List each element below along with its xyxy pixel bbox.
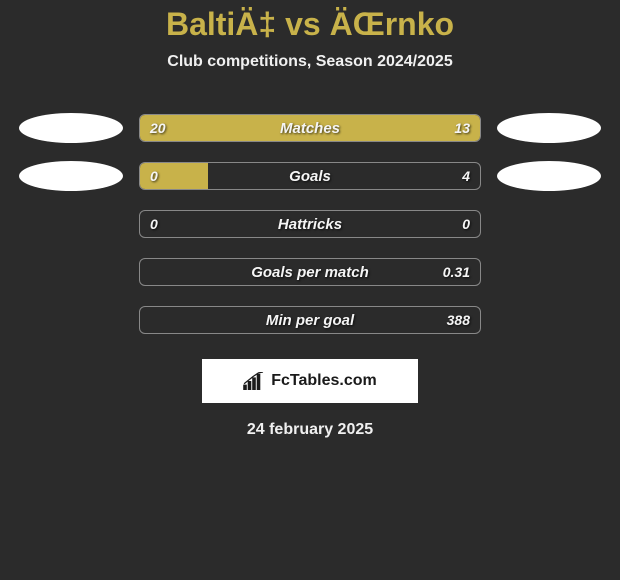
stat-right-value: 13 — [454, 115, 470, 141]
stat-row: 0 Goals 4 — [0, 161, 620, 191]
stat-bar: Goals per match 0.31 — [139, 258, 481, 286]
date-line: 24 february 2025 — [247, 421, 373, 439]
stat-row: 20 Matches 13 — [0, 113, 620, 143]
stat-right-value: 4 — [462, 163, 470, 189]
side-gap — [497, 209, 601, 239]
stat-bar: 20 Matches 13 — [139, 114, 481, 142]
side-gap — [497, 305, 601, 335]
brand-box: FcTables.com — [202, 359, 418, 403]
stat-bar: 0 Hattricks 0 — [139, 210, 481, 238]
player-right-oval — [497, 161, 601, 191]
stat-label: Hattricks — [140, 211, 480, 237]
stat-bar: 0 Goals 4 — [139, 162, 481, 190]
stat-right-value: 388 — [447, 307, 470, 333]
player-left-oval — [19, 113, 123, 143]
player-right-oval — [497, 113, 601, 143]
side-gap — [497, 257, 601, 287]
player-left-oval — [19, 161, 123, 191]
stat-right-value: 0 — [462, 211, 470, 237]
bar-chart-icon — [243, 372, 265, 390]
stat-label: Min per goal — [140, 307, 480, 333]
side-gap — [19, 305, 123, 335]
comparison-infographic: BaltiÄ‡ vs ÄŒrnko Club competitions, Sea… — [0, 0, 620, 580]
side-gap — [19, 209, 123, 239]
stats-list: 20 Matches 13 0 Goals 4 0 Hatt — [0, 113, 620, 335]
stat-label: Matches — [140, 115, 480, 141]
stat-label: Goals — [140, 163, 480, 189]
stat-label: Goals per match — [140, 259, 480, 285]
stat-bar: Min per goal 388 — [139, 306, 481, 334]
subtitle: Club competitions, Season 2024/2025 — [167, 53, 452, 71]
stat-row: Min per goal 388 — [0, 305, 620, 335]
brand-text: FcTables.com — [271, 372, 377, 390]
stat-row: 0 Hattricks 0 — [0, 209, 620, 239]
side-gap — [19, 257, 123, 287]
stat-right-value: 0.31 — [443, 259, 470, 285]
stat-row: Goals per match 0.31 — [0, 257, 620, 287]
page-title: BaltiÄ‡ vs ÄŒrnko — [166, 6, 454, 43]
